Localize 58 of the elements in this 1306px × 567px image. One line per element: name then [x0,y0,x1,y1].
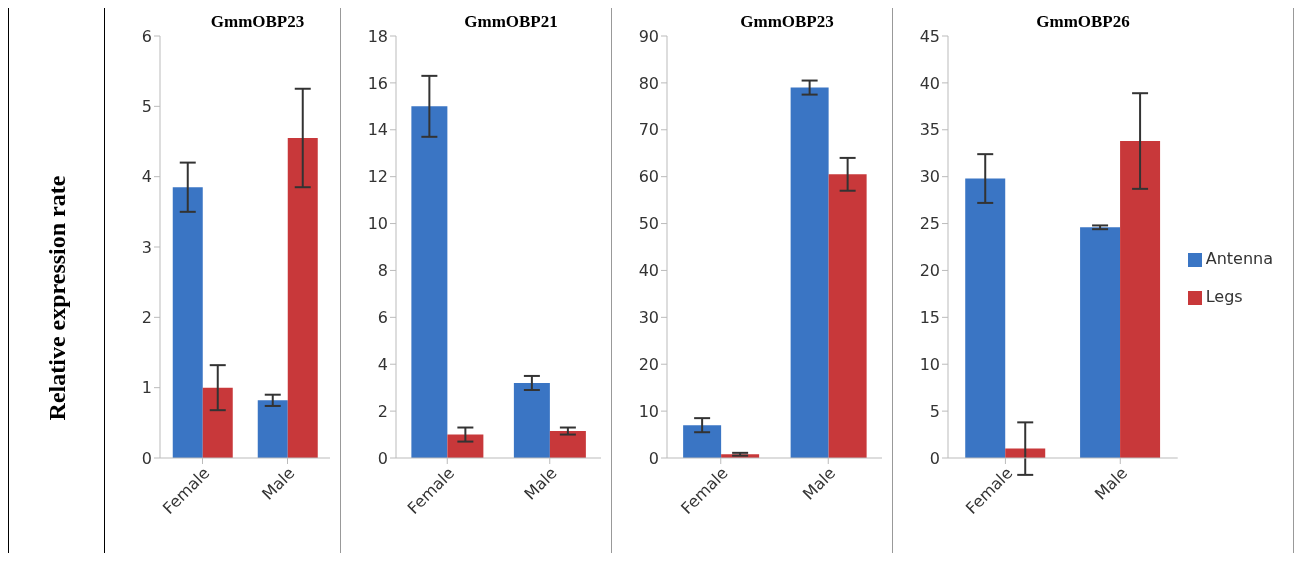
y-tick-label: 14 [367,120,388,140]
legend-label: Legs [1205,287,1243,306]
y-tick-label: 5 [141,97,152,117]
y-tick-label: 10 [367,214,388,234]
y-tick-label: 60 [638,167,659,187]
bar [172,187,203,458]
y-tick-label: 40 [919,73,940,93]
y-tick-label: 0 [929,448,940,468]
y-axis-title: Relative expression rate [43,175,71,421]
y-tick-label: 4 [141,167,152,187]
y-tick-label: 4 [377,354,388,374]
bar [790,87,829,458]
chart-title: GmmOBP23 [209,12,306,32]
y-tick-label: 80 [638,73,659,93]
y-tick-label: 70 [638,120,659,140]
chart-title: GmmOBP23 [739,12,835,32]
bar [965,178,1006,458]
y-tick-label: 50 [638,214,659,234]
y-tick-label: 40 [638,261,659,281]
y-tick-label: 0 [377,448,388,468]
y-tick-label: 45 [919,26,940,46]
bar [513,382,550,458]
y-tick-label: 8 [377,261,388,281]
y-tick-label: 3 [141,237,152,257]
chart-title: GmmOBP26 [1035,12,1131,32]
bar [447,434,484,458]
y-tick-label: 2 [141,308,152,328]
bar [202,387,233,458]
bar [257,400,288,458]
bar [683,425,722,458]
y-tick-label: 12 [367,167,388,187]
y-tick-label: 10 [919,354,940,374]
y-tick-label: 15 [919,308,940,328]
y-tick-label: 90 [638,26,659,46]
y-tick-label: 20 [638,354,659,374]
bar [828,174,867,458]
y-tick-label: 25 [919,214,940,234]
y-tick-label: 6 [377,308,388,328]
y-tick-label: 20 [919,261,940,281]
chart-title: GmmOBP21 [463,12,559,32]
bar [287,137,318,458]
bar [549,431,586,458]
y-tick-label: 6 [141,26,152,46]
bar [1120,141,1161,458]
y-tick-label: 16 [367,73,388,93]
y-tick-label: 18 [367,26,388,46]
y-tick-label: 1 [141,378,152,398]
y-tick-label: 5 [929,401,940,421]
y-tick-label: 30 [919,167,940,187]
y-tick-label: 10 [638,401,659,421]
bar [1080,227,1121,458]
y-tick-label: 30 [638,308,659,328]
y-tick-label: 0 [648,448,659,468]
bar [411,106,448,458]
y-tick-label: 0 [141,448,152,468]
y-tick-label: 2 [377,401,388,421]
legend-label: Antenna [1205,249,1273,268]
y-tick-label: 35 [919,120,940,140]
